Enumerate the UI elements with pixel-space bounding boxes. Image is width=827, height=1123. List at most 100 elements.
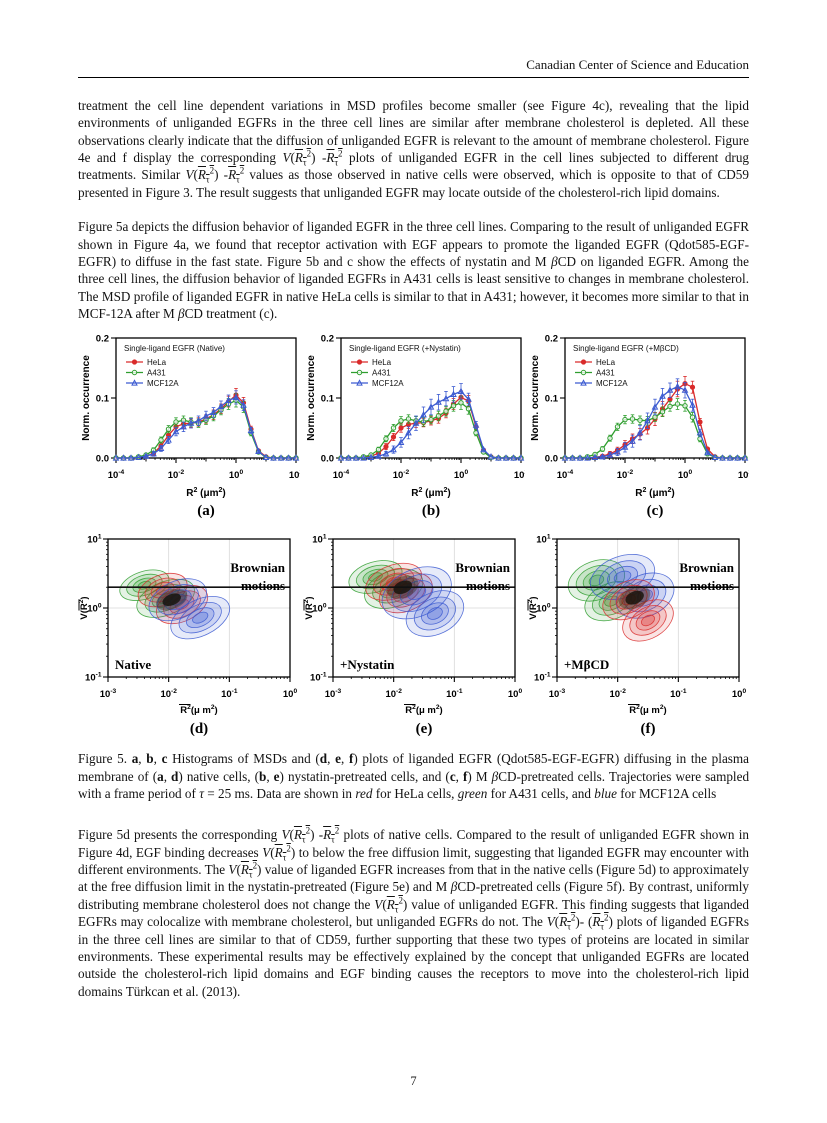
panel-label-b: (b) bbox=[421, 503, 439, 519]
svg-text:10-1: 10-1 bbox=[534, 672, 551, 684]
svg-text:101: 101 bbox=[536, 534, 551, 546]
svg-text:100: 100 bbox=[536, 603, 551, 615]
svg-text:10-3: 10-3 bbox=[324, 688, 341, 700]
svg-text:0.2: 0.2 bbox=[96, 334, 109, 345]
series-mcf12a bbox=[112, 390, 300, 461]
panel-f-plot: 10-3 10-2 10-1 100 10-1 100 101 Brownian motions… bbox=[527, 534, 747, 738]
svg-text:R2 (μm2): R2 (μm2) bbox=[635, 487, 675, 499]
svg-text:motions: motions bbox=[690, 578, 734, 593]
svg-text:HeLa: HeLa bbox=[372, 358, 392, 367]
svg-text:10-4: 10-4 bbox=[557, 469, 574, 481]
svg-text:100: 100 bbox=[678, 469, 693, 481]
condition-label: Native bbox=[115, 657, 151, 672]
svg-text:R2(μ m2): R2(μ m2) bbox=[629, 704, 666, 716]
svg-text:10-2: 10-2 bbox=[160, 688, 177, 700]
svg-text:0.2: 0.2 bbox=[545, 334, 558, 345]
svg-text:0.0: 0.0 bbox=[545, 454, 558, 465]
svg-text:R2 (μm2): R2 (μm2) bbox=[411, 487, 451, 499]
svg-text:100: 100 bbox=[732, 688, 747, 700]
svg-text:101: 101 bbox=[312, 534, 327, 546]
svg-text:10-1: 10-1 bbox=[310, 672, 327, 684]
svg-text:A431: A431 bbox=[596, 369, 615, 378]
svg-text:Norm. occurrence: Norm. occurrence bbox=[81, 355, 92, 441]
svg-text:102: 102 bbox=[513, 469, 524, 481]
svg-text:0.1: 0.1 bbox=[320, 394, 334, 405]
svg-text:10-2: 10-2 bbox=[392, 469, 409, 481]
panel-b-plot: 10-4 10-2 100 102 0.0 0.1 0.2 Single-ligand EGF… bbox=[306, 334, 525, 520]
svg-text:R2(μ m2): R2(μ m2) bbox=[405, 704, 442, 716]
svg-text:10-1: 10-1 bbox=[221, 688, 238, 700]
svg-text:Brownian: Brownian bbox=[679, 560, 734, 575]
svg-text:0.0: 0.0 bbox=[320, 454, 333, 465]
svg-text:motions: motions bbox=[241, 578, 285, 593]
svg-text:10-4: 10-4 bbox=[108, 469, 125, 481]
panel-label-f: (f) bbox=[641, 721, 656, 737]
figure-panel-e: 10-3 10-2 10-1 100 10-1 100 101 Brownian motions… bbox=[303, 530, 525, 742]
page-number: 7 bbox=[410, 1074, 417, 1088]
figure-panel-d: 10-3 10-2 10-1 100 10-1 100 101 Brownian motions… bbox=[78, 530, 300, 742]
svg-text:100: 100 bbox=[507, 688, 522, 700]
svg-text:10-1: 10-1 bbox=[85, 672, 102, 684]
legend: Single-ligand EGFR (+Nystatin) HeLa A431MC… bbox=[349, 344, 461, 388]
paragraph-1: treatment the cell line dependent variat… bbox=[78, 98, 750, 200]
svg-text:100: 100 bbox=[283, 688, 298, 700]
svg-text:V(R2): V(R2) bbox=[78, 597, 90, 620]
panel-e-plot: 10-3 10-2 10-1 100 10-1 100 101 Brownian motions… bbox=[303, 534, 522, 738]
figure-panel-a: 10-4 10-2 100 102 0.0 0.1 0.2 Single-ligand EGF… bbox=[78, 330, 300, 522]
figure-panel-c: 10-4 10-2 100 102 0.0 0.1 0.2 Single-ligand EGF… bbox=[527, 330, 749, 522]
panel-d-plot: 10-3 10-2 10-1 100 10-1 100 101 Brownian motions… bbox=[78, 534, 298, 738]
panel-a-plot: 10-4 10-2 100 102 0.0 0.1 0.2 Single-ligand EGF… bbox=[81, 334, 300, 520]
svg-text:100: 100 bbox=[229, 469, 244, 481]
density-contours bbox=[347, 560, 464, 638]
panel-label-c: (c) bbox=[647, 503, 664, 519]
svg-text:101: 101 bbox=[87, 534, 102, 546]
svg-text:100: 100 bbox=[312, 603, 327, 615]
svg-text:MCF12A: MCF12A bbox=[596, 379, 628, 388]
svg-text:100: 100 bbox=[87, 603, 102, 615]
svg-text:Single-ligand EGFR (+Nystatin): Single-ligand EGFR (+Nystatin) bbox=[349, 344, 461, 353]
svg-text:10-4: 10-4 bbox=[332, 469, 349, 481]
panel-label-a: (a) bbox=[197, 503, 215, 519]
svg-text:motions: motions bbox=[465, 578, 509, 593]
svg-text:10-2: 10-2 bbox=[617, 469, 634, 481]
series-mcf12a bbox=[337, 383, 524, 461]
svg-text:R2(μ m2): R2(μ m2) bbox=[180, 704, 217, 716]
svg-text:0.1: 0.1 bbox=[96, 394, 110, 405]
svg-text:0.1: 0.1 bbox=[545, 394, 559, 405]
series-mcf12a bbox=[561, 378, 749, 461]
condition-label: +MβCD bbox=[564, 657, 609, 672]
svg-text:0.2: 0.2 bbox=[320, 334, 333, 345]
svg-text:10-2: 10-2 bbox=[385, 688, 402, 700]
paragraph-3: Figure 5d presents the corresponding V(R… bbox=[78, 826, 750, 999]
svg-text:0.0: 0.0 bbox=[96, 454, 109, 465]
svg-text:10-2: 10-2 bbox=[609, 688, 626, 700]
svg-text:A431: A431 bbox=[147, 369, 166, 378]
svg-text:V(R2): V(R2) bbox=[527, 597, 539, 620]
panel-label-d: (d) bbox=[190, 721, 208, 737]
svg-text:10-1: 10-1 bbox=[670, 688, 687, 700]
panel-c-plot: 10-4 10-2 100 102 0.0 0.1 0.2 Single-ligand EGF… bbox=[530, 334, 749, 520]
paragraph-2: Figure 5a depicts the diffusion behavior… bbox=[78, 219, 749, 321]
svg-text:10-3: 10-3 bbox=[549, 688, 566, 700]
svg-text:Single-ligand EGFR (Native): Single-ligand EGFR (Native) bbox=[124, 344, 225, 353]
condition-label: +Nystatin bbox=[340, 657, 395, 672]
annotation-brownian-motions: Brownian motions bbox=[679, 560, 734, 593]
svg-text:Single-ligand EGFR (+MβCD): Single-ligand EGFR (+MβCD) bbox=[573, 344, 679, 353]
legend: Single-ligand EGFR (Native) HeLa A431MCF12… bbox=[124, 344, 225, 388]
svg-text:Brownian: Brownian bbox=[455, 560, 510, 575]
figure-5: 10-4 10-2 100 102 0.0 0.1 0.2 Single-ligand EGF… bbox=[78, 330, 749, 802]
svg-text:MCF12A: MCF12A bbox=[147, 379, 179, 388]
svg-text:102: 102 bbox=[289, 469, 300, 481]
figure-row-contours: 10-3 10-2 10-1 100 10-1 100 101 Brownian motions… bbox=[78, 530, 749, 742]
svg-text:102: 102 bbox=[738, 469, 749, 481]
svg-text:10-3: 10-3 bbox=[100, 688, 117, 700]
figure-panel-b: 10-4 10-2 100 102 0.0 0.1 0.2 Single-ligand EGF… bbox=[303, 330, 525, 522]
svg-text:R2 (μm2): R2 (μm2) bbox=[186, 487, 226, 499]
svg-text:Norm. occurrence: Norm. occurrence bbox=[530, 355, 541, 441]
svg-text:100: 100 bbox=[453, 469, 468, 481]
svg-text:MCF12A: MCF12A bbox=[372, 379, 404, 388]
density-contours bbox=[567, 554, 675, 642]
density-contours bbox=[119, 569, 231, 640]
svg-text:10-1: 10-1 bbox=[446, 688, 463, 700]
